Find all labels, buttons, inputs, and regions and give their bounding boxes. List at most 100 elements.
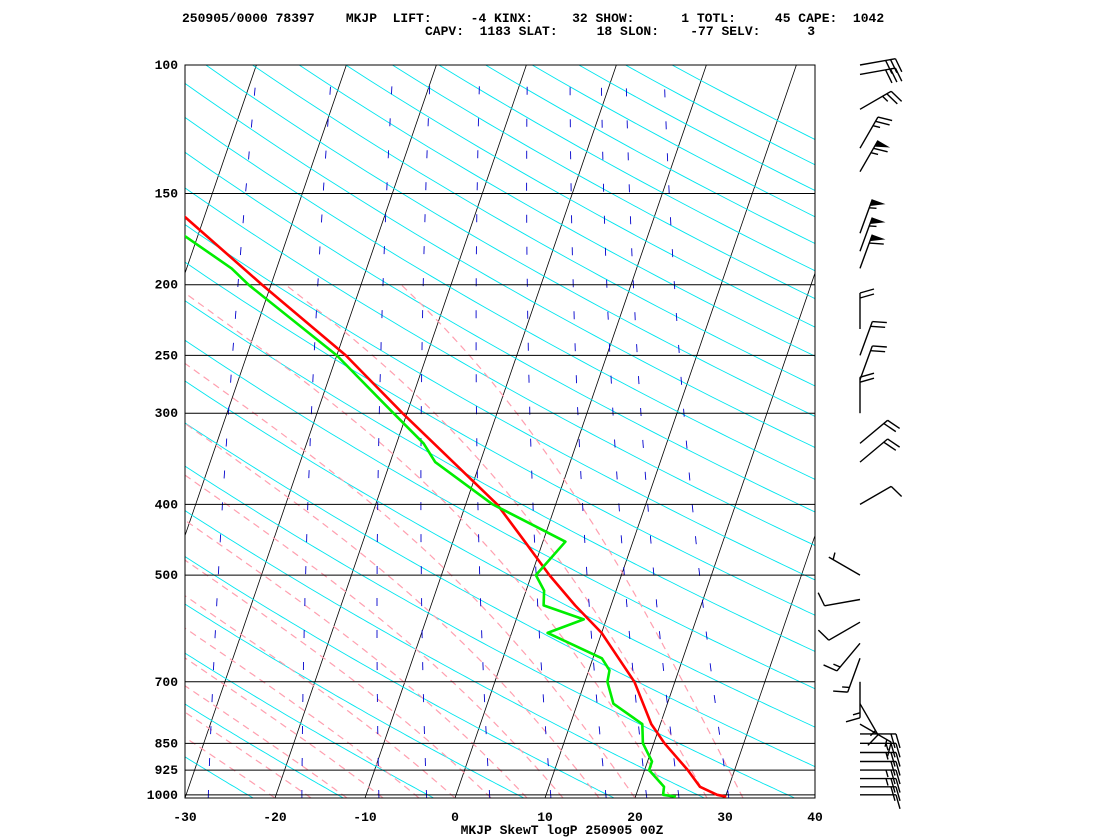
mixing-ratio-line	[207, 65, 258, 798]
barb-half	[884, 739, 888, 747]
header-line-2: CAPV: 1183 SLAT: 18 SLON: -77 SELV: 3	[425, 24, 815, 39]
moist-adiabat	[185, 422, 600, 798]
wind-barb	[828, 552, 861, 576]
header-line-1: 250905/0000 78397 MKJP LIFT: -4 KINX: 32…	[182, 11, 884, 26]
isotherm	[274, 65, 527, 798]
isotherm	[724, 534, 815, 798]
temperature-tick-label: 20	[627, 810, 643, 825]
mixing-ratio-line	[663, 65, 730, 798]
barb-staff	[859, 345, 873, 381]
barb-half	[869, 207, 877, 210]
dry-adiabat	[438, 65, 815, 272]
wind-barb	[859, 723, 892, 757]
isotherm	[634, 271, 815, 798]
barb-full	[884, 69, 893, 84]
dry-adiabat	[185, 82, 815, 449]
isotherm	[0, 65, 76, 798]
moist-adiabat	[285, 284, 708, 798]
dry-adiabat	[185, 422, 815, 768]
plot-frame	[184, 64, 816, 799]
dry-adiabat	[252, 65, 815, 387]
barb-staff	[836, 642, 861, 672]
isotherm	[185, 65, 257, 275]
dry-adiabat	[185, 756, 254, 798]
barb-full	[895, 769, 901, 785]
isotherm	[185, 65, 347, 537]
wind-barb	[859, 345, 887, 381]
isotherm	[905, 65, 1120, 798]
barb-staff	[859, 321, 873, 356]
barb-full	[890, 90, 903, 102]
temperature-tick-label: -30	[173, 810, 197, 825]
wind-barb	[860, 794, 901, 809]
dry-adiabat	[185, 116, 815, 480]
barb-flag	[874, 140, 891, 148]
dry-adiabat	[185, 261, 815, 616]
dry-adiabat	[185, 339, 815, 690]
barb-staff	[859, 217, 873, 252]
dry-adiabat	[185, 300, 815, 652]
moist-adiabat	[185, 595, 456, 798]
background-lines	[0, 65, 1120, 798]
barb-full	[887, 438, 901, 448]
barb-full	[883, 441, 897, 451]
dry-adiabat	[185, 151, 815, 513]
wind-barb	[859, 217, 886, 252]
pressure-tick-label: 925	[155, 763, 179, 778]
barb-full	[859, 293, 875, 299]
wind-barb	[860, 769, 901, 785]
wind-barb	[860, 777, 901, 793]
barb-full	[889, 59, 898, 74]
dry-adiabat	[392, 65, 815, 300]
barb-flag	[869, 217, 886, 225]
moist-adiabat	[185, 474, 564, 798]
temperature-tick-label: 40	[807, 810, 823, 825]
barb-full	[890, 778, 896, 793]
temperature-tick-label: -20	[263, 810, 287, 825]
moist-adiabat	[185, 362, 636, 798]
barb-full	[886, 741, 892, 757]
moist-adiabat	[185, 519, 528, 798]
wind-barb	[860, 786, 901, 801]
barb-full	[895, 786, 901, 801]
dry-adiabat	[531, 65, 815, 218]
dry-adiabat	[185, 703, 344, 798]
barb-staff	[859, 140, 879, 173]
isotherm	[454, 65, 707, 798]
temperature-axis: -30 -20 -10 0 10 20 30 40	[173, 810, 823, 825]
isobar-lines	[185, 64, 815, 796]
barb-half	[885, 769, 889, 778]
barb-staff	[847, 658, 861, 693]
wind-barb	[859, 320, 887, 356]
barb-half	[833, 663, 841, 668]
moist-adiabat	[185, 685, 348, 798]
barb-full	[817, 629, 830, 641]
dry-adiabat	[185, 556, 615, 798]
barb-half	[872, 125, 881, 129]
barb-staff	[824, 598, 861, 607]
pressure-tick-label: 400	[155, 497, 179, 512]
barb-staff	[859, 419, 889, 444]
isotherm	[185, 65, 437, 798]
barb-full	[877, 116, 893, 122]
dewpoint-profile	[185, 234, 677, 798]
barb-full	[890, 761, 896, 776]
wind-barb	[817, 592, 861, 607]
barb-staff	[859, 485, 892, 506]
isotherm	[814, 796, 815, 798]
wind-barb	[859, 372, 875, 414]
dry-adiabat	[185, 603, 525, 798]
pressure-tick-label: 250	[155, 348, 179, 363]
wind-barb	[823, 642, 861, 672]
barb-full	[845, 717, 861, 723]
wind-barb	[860, 751, 901, 767]
sounding-profiles	[185, 215, 727, 798]
barb-half	[842, 686, 850, 689]
isotherm	[0, 65, 166, 798]
wind-barb	[859, 116, 893, 149]
barb-full	[817, 592, 826, 607]
barb-full	[884, 60, 893, 74]
barb-full	[890, 743, 896, 758]
barb-half	[870, 151, 879, 156]
